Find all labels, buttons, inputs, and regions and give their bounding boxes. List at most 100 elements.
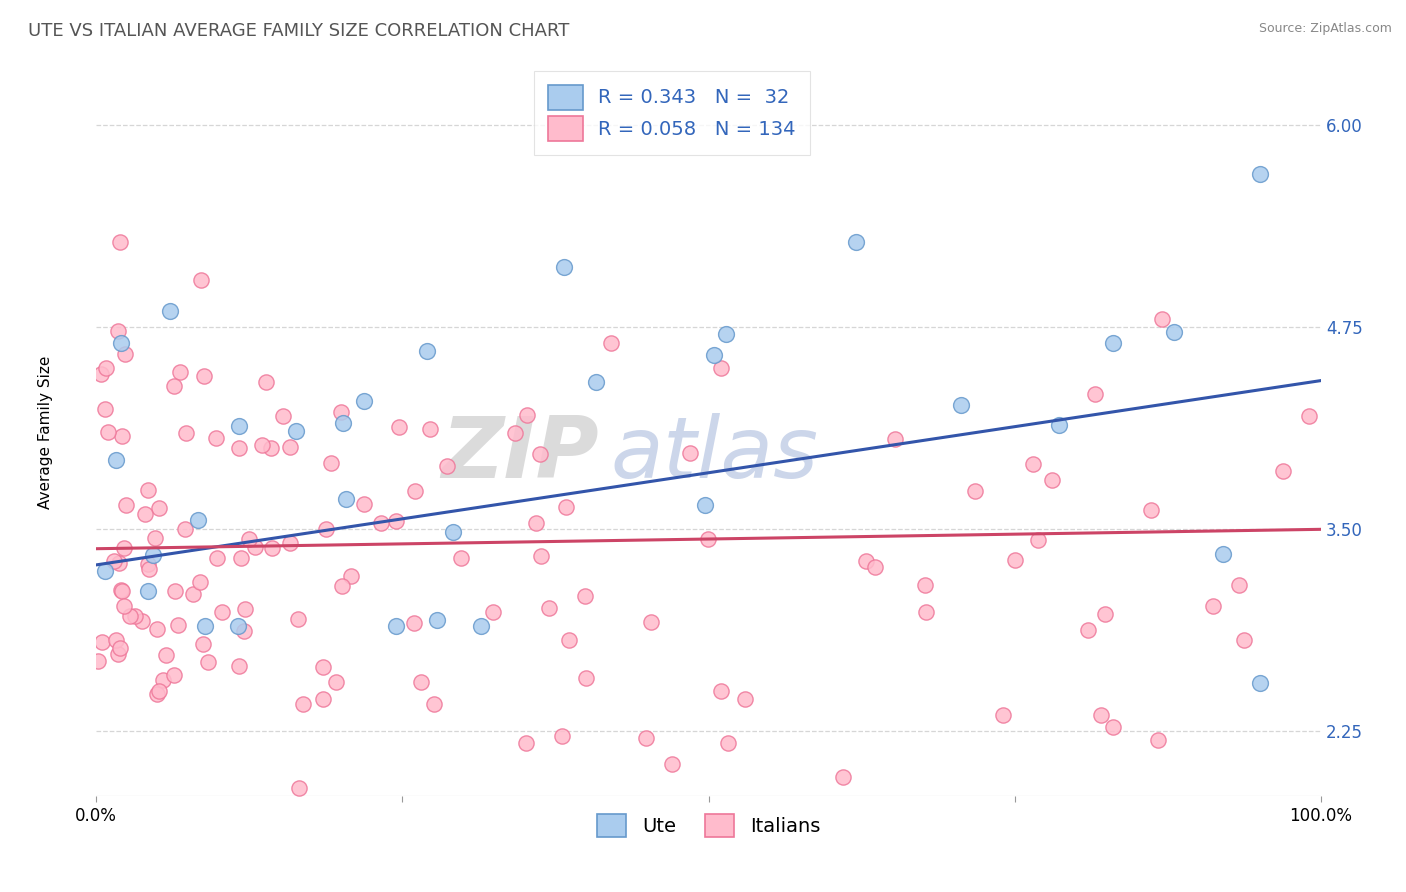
Point <box>271 409 294 423</box>
Point <box>1094 607 1116 621</box>
Point <box>703 348 725 362</box>
Point <box>411 675 433 690</box>
Point <box>1227 578 1250 592</box>
Point <box>288 780 311 795</box>
Point <box>94 360 117 375</box>
Point <box>863 559 886 574</box>
Point <box>388 419 411 434</box>
Point <box>716 736 738 750</box>
Point <box>370 516 392 530</box>
Point <box>165 583 187 598</box>
Point <box>197 655 219 669</box>
Point <box>384 514 406 528</box>
Point <box>332 417 354 431</box>
Point <box>1298 409 1320 424</box>
Point <box>1150 312 1173 326</box>
Point <box>260 442 283 456</box>
Point <box>505 426 527 441</box>
Point <box>138 561 160 575</box>
Point <box>243 540 266 554</box>
Point <box>190 273 212 287</box>
Point <box>575 671 598 685</box>
Point <box>1084 387 1107 401</box>
Point <box>285 424 308 438</box>
Point <box>292 697 315 711</box>
Point <box>108 640 131 655</box>
Point <box>1272 464 1295 478</box>
Point <box>238 532 260 546</box>
Point <box>697 532 720 546</box>
Point <box>530 549 553 564</box>
Legend: Ute, Italians: Ute, Italians <box>589 806 828 845</box>
Point <box>226 619 249 633</box>
Point <box>148 501 170 516</box>
Point <box>111 429 134 443</box>
Point <box>124 609 146 624</box>
Point <box>136 557 159 571</box>
Point <box>1042 473 1064 487</box>
Text: atlas: atlas <box>610 413 818 496</box>
Point <box>114 346 136 360</box>
Point <box>94 564 117 578</box>
Point <box>194 619 217 633</box>
Point <box>174 426 197 441</box>
Point <box>555 500 578 515</box>
Point <box>482 605 505 619</box>
Point <box>103 554 125 568</box>
Point <box>228 441 250 455</box>
Point <box>353 497 375 511</box>
Point <box>107 324 129 338</box>
Point <box>416 344 439 359</box>
Text: UTE VS ITALIAN AVERAGE FAMILY SIZE CORRELATION CHART: UTE VS ITALIAN AVERAGE FAMILY SIZE CORRE… <box>28 22 569 40</box>
Point <box>441 525 464 540</box>
Point <box>1201 599 1223 613</box>
Point <box>1140 503 1163 517</box>
Point <box>599 336 621 351</box>
Point <box>193 638 215 652</box>
Point <box>950 398 973 412</box>
Point <box>1101 720 1123 734</box>
Point <box>211 605 233 619</box>
Point <box>529 447 551 461</box>
Point <box>515 736 537 750</box>
Point <box>260 541 283 555</box>
Point <box>110 582 132 597</box>
Point <box>94 401 117 416</box>
Point <box>166 618 188 632</box>
Point <box>312 692 335 706</box>
Point <box>1026 533 1049 547</box>
Point <box>104 632 127 647</box>
Point <box>152 673 174 687</box>
Point <box>287 612 309 626</box>
Y-axis label: Average Family Size: Average Family Size <box>38 356 53 509</box>
Point <box>148 683 170 698</box>
Point <box>278 536 301 550</box>
Point <box>335 492 357 507</box>
Point <box>661 756 683 771</box>
Point <box>193 368 215 383</box>
Point <box>1212 547 1234 561</box>
Point <box>315 522 337 536</box>
Point <box>145 622 167 636</box>
Point <box>1101 336 1123 351</box>
Point <box>112 541 135 556</box>
Point <box>104 453 127 467</box>
Point <box>426 613 449 627</box>
Point <box>353 394 375 409</box>
Point <box>734 692 756 706</box>
Point <box>845 235 868 249</box>
Point <box>146 686 169 700</box>
Point <box>716 326 738 341</box>
Point <box>278 440 301 454</box>
Point <box>112 599 135 614</box>
Point <box>832 770 855 784</box>
Point <box>585 375 607 389</box>
Point <box>914 578 936 592</box>
Point <box>1249 167 1271 181</box>
Point <box>538 601 561 615</box>
Point <box>915 606 938 620</box>
Point <box>155 648 177 662</box>
Point <box>143 531 166 545</box>
Point <box>384 619 406 633</box>
Point <box>1077 623 1099 637</box>
